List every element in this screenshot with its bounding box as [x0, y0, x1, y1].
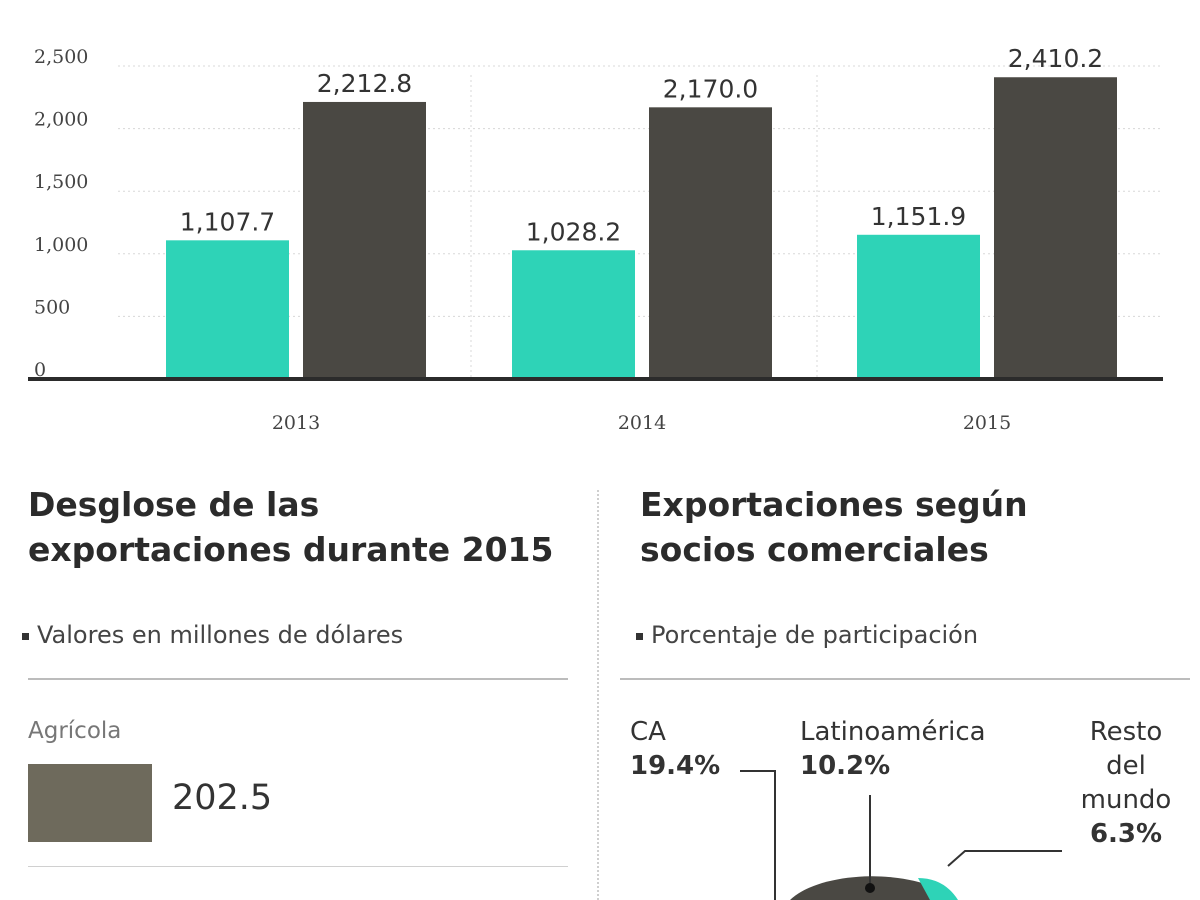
pie-label-latam-pct: 10.2%: [800, 751, 891, 781]
pie-label-latam-name: Latinoamérica: [800, 717, 986, 747]
y-tick-label: 0: [34, 359, 46, 381]
category-value: 202.5: [172, 778, 273, 818]
bar: [303, 101, 426, 379]
breakdown-title-line1: Desglose de las: [28, 485, 320, 524]
gridlines: [118, 65, 1163, 379]
partners-rule: [620, 678, 1190, 680]
breakdown-rule: [28, 678, 568, 680]
partners-subtitle: Porcentaje de participación: [636, 621, 978, 649]
breakdown-title-line2: exportaciones durante 2015: [28, 530, 554, 569]
bar: [857, 234, 980, 379]
bullet-marker: [22, 632, 29, 640]
x-tick-label: 2014: [618, 412, 666, 434]
pie-label-ca-pct: 19.4%: [630, 751, 721, 781]
pie-label-latam: Latinoamérica 10.2%: [800, 715, 986, 783]
bar-value-label: 2,410.2: [1008, 44, 1103, 73]
column-divider: [597, 490, 600, 900]
pie-label-resto-line2: del: [1106, 751, 1146, 781]
bar: [649, 107, 772, 379]
bar-value-label: 1,028.2: [526, 217, 621, 246]
pie-slice-teal: [918, 878, 958, 900]
bar: [994, 77, 1117, 380]
bar: [166, 240, 289, 379]
category-rule: [28, 866, 568, 867]
pie-label-ca-name: CA: [630, 717, 666, 747]
bar: [512, 250, 635, 379]
leader-line-ca: [740, 770, 776, 900]
value-labels: 1,107.7 2,212.8 1,028.2 2,170.0 1,151.9 2,410…: [180, 44, 1103, 246]
x-axis-labels: 2013 2014 2015: [272, 412, 1011, 434]
category-swatch: [28, 764, 152, 842]
partners-title-line2: socios comerciales: [640, 530, 989, 569]
x-tick-label: 2015: [963, 412, 1011, 434]
bar-value-label: 1,151.9: [871, 202, 966, 231]
bar-value-label: 1,107.7: [180, 207, 275, 236]
partners-title: Exportaciones según socios comerciales: [640, 482, 1200, 572]
breakdown-title: Desglose de las exportaciones durante 20…: [28, 482, 588, 572]
y-tick-label: 2,000: [34, 109, 88, 131]
pie-label-resto: Resto del mundo 6.3%: [1066, 715, 1186, 851]
pie-label-resto-line3: mundo: [1080, 785, 1172, 815]
leader-dot-latam: [865, 883, 875, 893]
x-tick-label: 2013: [272, 412, 320, 434]
partners-title-line1: Exportaciones según: [640, 485, 1028, 524]
y-tick-label: 1,000: [34, 234, 88, 256]
breakdown-subtitle-text: Valores en millones de dólares: [37, 621, 404, 649]
breakdown-subtitle: Valores en millones de dólares: [22, 621, 403, 649]
bars: [166, 77, 1117, 380]
category-label: Agrícola: [28, 718, 122, 744]
pie-slice-dark: [790, 876, 940, 900]
bar-value-label: 2,212.8: [317, 69, 412, 98]
y-tick-label: 500: [34, 296, 70, 318]
y-axis-ticks: 0 500 1,000 1,500 2,000 2,500: [34, 46, 88, 381]
bullet-marker: [636, 632, 643, 640]
pie-label-resto-line1: Resto: [1089, 717, 1163, 747]
leader-line-resto: [947, 850, 1062, 867]
pie-label-resto-pct: 6.3%: [1089, 819, 1163, 849]
y-tick-label: 2,500: [34, 46, 88, 68]
y-tick-label: 1,500: [34, 171, 88, 193]
pie-label-ca: CA 19.4%: [630, 715, 720, 783]
partners-subtitle-text: Porcentaje de participación: [651, 621, 979, 649]
bar-value-label: 2,170.0: [663, 74, 758, 103]
